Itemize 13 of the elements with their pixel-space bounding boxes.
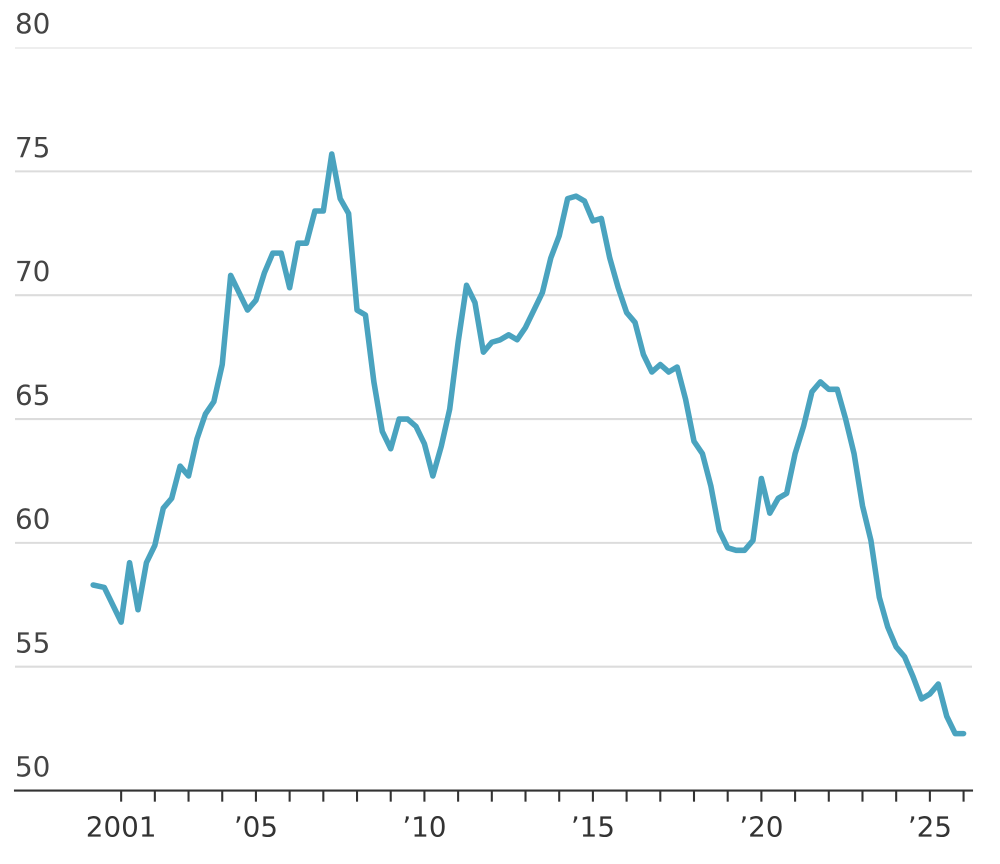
x-tick-label: ’25 xyxy=(910,816,950,838)
y-tick-label: 80 xyxy=(16,12,48,34)
x-tick-label: ’15 xyxy=(573,816,613,838)
x-tick-label: 2001 xyxy=(88,816,154,838)
y-tick-label: 65 xyxy=(16,384,48,406)
y-tick-label: 55 xyxy=(17,632,48,654)
y-tick-label: 50 xyxy=(17,756,48,777)
y-tick-label: 60 xyxy=(16,508,48,530)
y-tick-label: 70 xyxy=(17,260,48,282)
x-tick-label: ’10 xyxy=(404,816,445,838)
x-tick-label: ’20 xyxy=(742,816,782,838)
y-tick-label: 75 xyxy=(17,137,48,158)
x-tick-label: ’05 xyxy=(236,816,276,838)
